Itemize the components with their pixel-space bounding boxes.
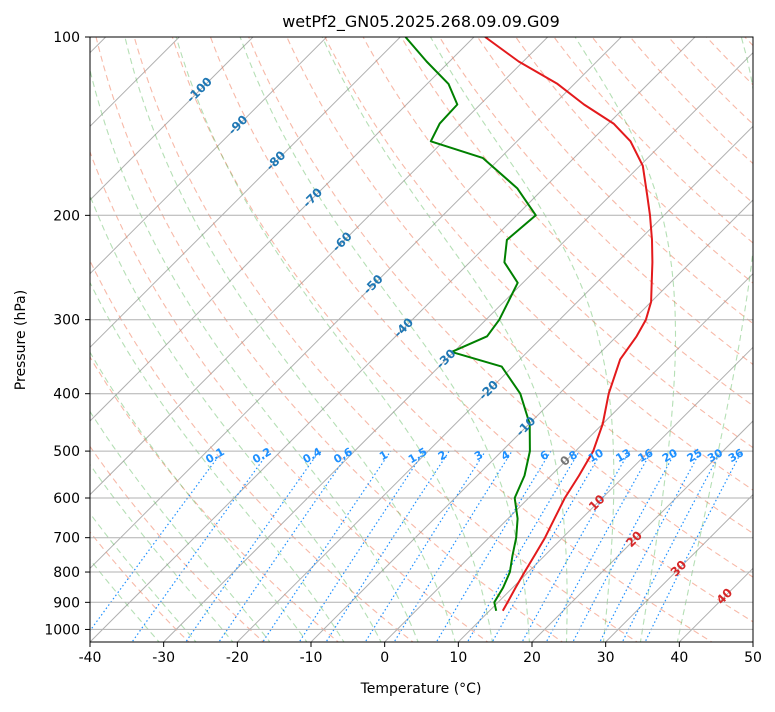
isotherm-line [236,125,753,642]
pressure-gridlines [90,37,753,630]
mixing-ratio-line [599,450,702,642]
isotherm-line [457,346,753,642]
isotherm-line [90,37,328,275]
plot-frame [89,36,754,643]
temperature-profile-line [484,37,654,612]
x-tick-label: -20 [226,650,249,666]
x-tick-label: 0 [380,650,389,666]
dry-adiabat-line [400,37,753,407]
y-tick-label: 100 [53,30,80,46]
dry-adiabat-line [171,37,713,642]
dry-adiabat-line [90,355,340,642]
y-tick-label: 1000 [44,622,80,638]
mixing-ratio-line [572,450,677,642]
isotherm-line [90,37,475,422]
x-tick-label: -10 [300,650,323,666]
x-tick-label: 50 [744,650,762,666]
isotherm-line [90,37,623,570]
mixing-ratio-line [298,450,425,642]
moist-adiabat-line [90,194,382,642]
dry-adiabat-line [286,37,753,534]
isotherm-line [90,37,549,496]
x-tick-label: -30 [152,650,175,666]
mixing-ratio-line [185,450,320,642]
x-tick-label: 30 [597,650,615,666]
y-tick-label: 800 [53,565,80,581]
x-tick-label: 10 [449,650,467,666]
moist-adiabat-line [90,67,419,642]
isotherm-line [604,493,753,642]
dry-adiabat-line [362,37,753,449]
mixing-ratio-line [545,450,653,642]
x-tick-label: -40 [79,650,102,666]
chart-title: wetPf2_GN05.2025.268.09.09.G09 [282,12,560,32]
dry-adiabat-line [133,37,639,642]
dry-adiabat-line [629,37,753,165]
x-axis: -40 -30 -20 -10 0 10 20 30 40 50 [79,642,762,666]
y-tick-label: 600 [53,491,80,507]
y-tick-label: 200 [53,208,80,224]
profile-lines [404,37,654,612]
dry-adiabat-line [90,150,489,642]
dry-adiabat-line [90,259,414,642]
y-tick-label: 700 [53,531,80,547]
mixing-ratio-line [644,450,743,642]
y-axis-label: Pressure (hPa) [13,290,29,390]
y-tick-label: 400 [53,387,80,403]
mixing-ratio-line [218,450,351,642]
x-tick-label: 40 [670,650,688,666]
dry-adiabat-line [515,37,753,284]
isotherm-line [531,420,753,642]
y-tick-label: 300 [53,313,80,329]
mixing-ratio-line [435,450,552,642]
mixing-ratio-line [491,450,603,642]
isotherm-line [310,199,753,642]
y-tick-label: 900 [53,595,80,611]
mixing-ratio-line [466,450,580,642]
mixing-ratio-line [521,450,631,642]
isotherm-line [90,37,254,201]
x-axis-label: Temperature (°C) [360,681,482,697]
isotherm-line [90,37,696,642]
y-tick-label: 500 [53,444,80,460]
dry-adiabat-line [438,37,753,366]
isotherm-line [162,51,753,642]
dry-adiabat-line [90,445,265,642]
dry-adiabat-line [95,37,564,642]
mixing-ratio-line [393,450,513,642]
isotherm-line [90,37,402,349]
mixing-ratio-line [621,450,722,642]
dry-adiabat-line [209,37,753,623]
isotherm-line [383,272,753,642]
y-axis: 100 200 300 400 500 600 700 800 900 1000 [44,30,90,638]
dry-adiabat-line [248,37,753,578]
dry-adiabat-line [476,37,753,325]
dry-adiabat-line [324,37,753,491]
dewpoint-profile-line [404,37,537,612]
x-tick-label: 20 [523,650,541,666]
